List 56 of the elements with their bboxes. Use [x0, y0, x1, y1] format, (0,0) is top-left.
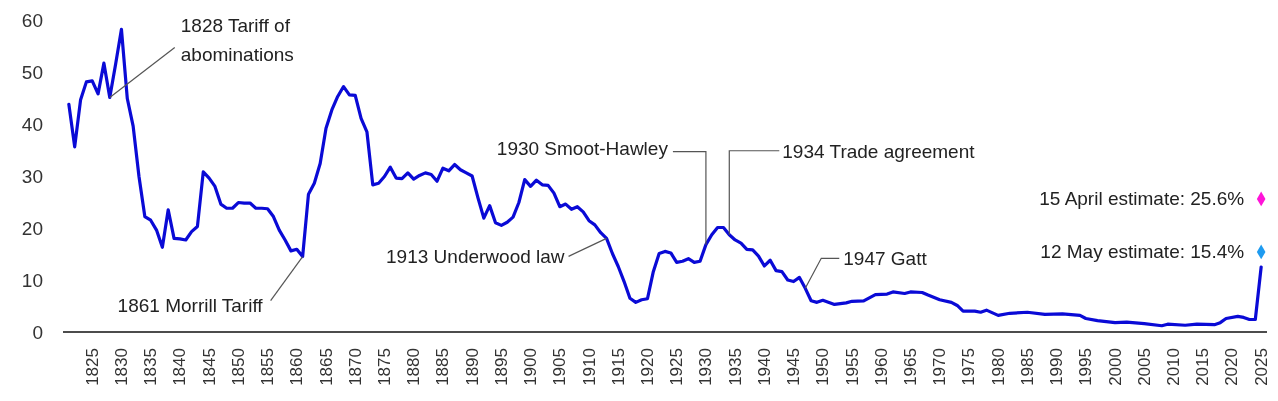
annotation: 1861 Morrill Tariff — [117, 293, 263, 318]
x-tick-label: 1940 — [754, 348, 774, 386]
x-tick-label: 1840 — [170, 348, 190, 386]
y-tick-label: 60 — [21, 9, 43, 31]
x-tick-label: 1970 — [930, 348, 950, 386]
x-tick-label: 1910 — [579, 348, 599, 386]
y-tick-label: 20 — [21, 217, 43, 239]
x-tick-label: 2025 — [1251, 348, 1271, 386]
annotation: 1828 Tariff of abominations — [180, 14, 295, 68]
x-tick-label: 1850 — [228, 348, 248, 386]
x-tick-label: 1965 — [900, 348, 920, 386]
annotation: 1913 Underwood law — [386, 244, 565, 269]
y-tick-label: 30 — [21, 165, 43, 187]
x-tick-label: 1865 — [316, 348, 336, 386]
x-tick-label: 1930 — [696, 348, 716, 386]
annotation: 1947 Gatt — [843, 246, 927, 271]
y-tick-label: 50 — [21, 61, 43, 83]
x-tick-label: 2005 — [1134, 348, 1154, 386]
data-label: 15 April estimate: 25.6% — [1039, 187, 1245, 210]
y-tick-label: 40 — [21, 113, 43, 135]
x-tick-label: 1900 — [521, 348, 541, 386]
x-tick-label: 2010 — [1163, 348, 1183, 386]
x-tick-label: 1990 — [1047, 348, 1067, 386]
x-tick-label: 2000 — [1105, 348, 1125, 386]
x-tick-label: 2015 — [1193, 348, 1213, 386]
x-tick-label: 1830 — [111, 348, 131, 386]
x-tick-label: 1845 — [199, 348, 219, 386]
x-tick-label: 2020 — [1222, 348, 1242, 386]
x-tick-label: 1905 — [550, 348, 570, 386]
x-tick-label: 1915 — [608, 348, 628, 386]
x-tick-label: 1895 — [491, 348, 511, 386]
x-tick-label: 1835 — [141, 348, 161, 386]
x-tick-label: 1870 — [345, 348, 365, 386]
y-tick-label: 0 — [32, 321, 43, 343]
x-tick-label: 1945 — [784, 348, 804, 386]
x-tick-label: 1890 — [462, 348, 482, 386]
x-tick-label: 1880 — [404, 348, 424, 386]
annotation: 1934 Trade agreement — [782, 139, 975, 164]
x-tick-label: 1995 — [1076, 348, 1096, 386]
x-tick-label: 1925 — [667, 348, 687, 386]
x-tick-label: 1855 — [258, 348, 278, 386]
x-tick-label: 1980 — [988, 348, 1008, 386]
y-tick-label: 10 — [21, 269, 43, 291]
x-tick-label: 1960 — [871, 348, 891, 386]
x-tick-label: 1950 — [813, 348, 833, 386]
annotation: 1930 Smoot-Hawley — [496, 136, 668, 161]
x-tick-label: 1920 — [637, 348, 657, 386]
x-tick-label: 1885 — [433, 348, 453, 386]
data-label: 12 May estimate: 15.4% — [1040, 240, 1245, 263]
x-tick-label: 1875 — [374, 348, 394, 386]
x-tick-label: 1955 — [842, 348, 862, 386]
x-tick-label: 1860 — [287, 348, 307, 386]
x-tick-label: 1935 — [725, 348, 745, 386]
x-tick-label: 1975 — [959, 348, 979, 386]
x-tick-label: 1825 — [82, 348, 102, 386]
x-tick-label: 1985 — [1017, 348, 1037, 386]
